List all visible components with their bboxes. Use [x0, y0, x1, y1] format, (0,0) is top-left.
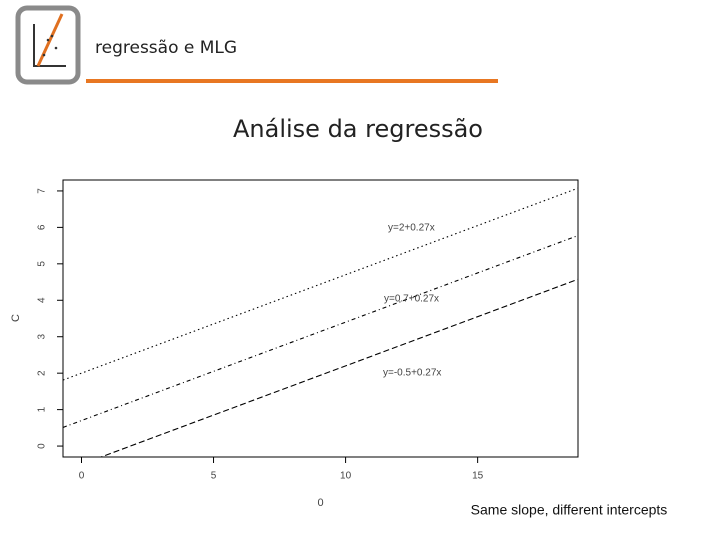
x-axis-label: 0: [317, 497, 323, 509]
x-tick-label: 5: [211, 471, 217, 482]
y-tick-label: 4: [37, 297, 48, 303]
chart-area: [10, 172, 585, 510]
slide-title: regressão e MLG: [95, 38, 237, 58]
line-label: y=2+0.27x: [388, 223, 435, 234]
logo-icon: [15, 5, 81, 85]
series-line: [99, 278, 578, 457]
plot-frame: [62, 179, 579, 458]
y-tick-label: 7: [37, 188, 48, 194]
y-tick-label: 0: [37, 443, 48, 449]
y-tick-label: 5: [37, 261, 48, 267]
line-label: y=-0.5+0.27x: [383, 368, 441, 379]
chart: 0 5 10 15 0 1 2 3 4 5 6 7 0 Cy=2+0.27x y=0.7+0.27x y=-0…: [10, 179, 579, 509]
x-tick-label: 0: [79, 471, 85, 482]
x-tick-label: 10: [340, 471, 352, 482]
heading: Análise da regressão: [233, 115, 483, 143]
line-label: y=0.7+0.27x: [384, 294, 439, 305]
y-axis-label: C: [10, 314, 22, 322]
y-tick-label: 3: [37, 334, 48, 340]
y-tick-label: 6: [37, 224, 48, 230]
series-line: [63, 235, 578, 428]
y-tick-label: 1: [37, 406, 48, 412]
caption: Same slope, different intercepts: [471, 502, 668, 518]
x-tick-label: 15: [472, 471, 484, 482]
series-line: [63, 187, 578, 381]
y-tick-label: 2: [37, 370, 48, 376]
